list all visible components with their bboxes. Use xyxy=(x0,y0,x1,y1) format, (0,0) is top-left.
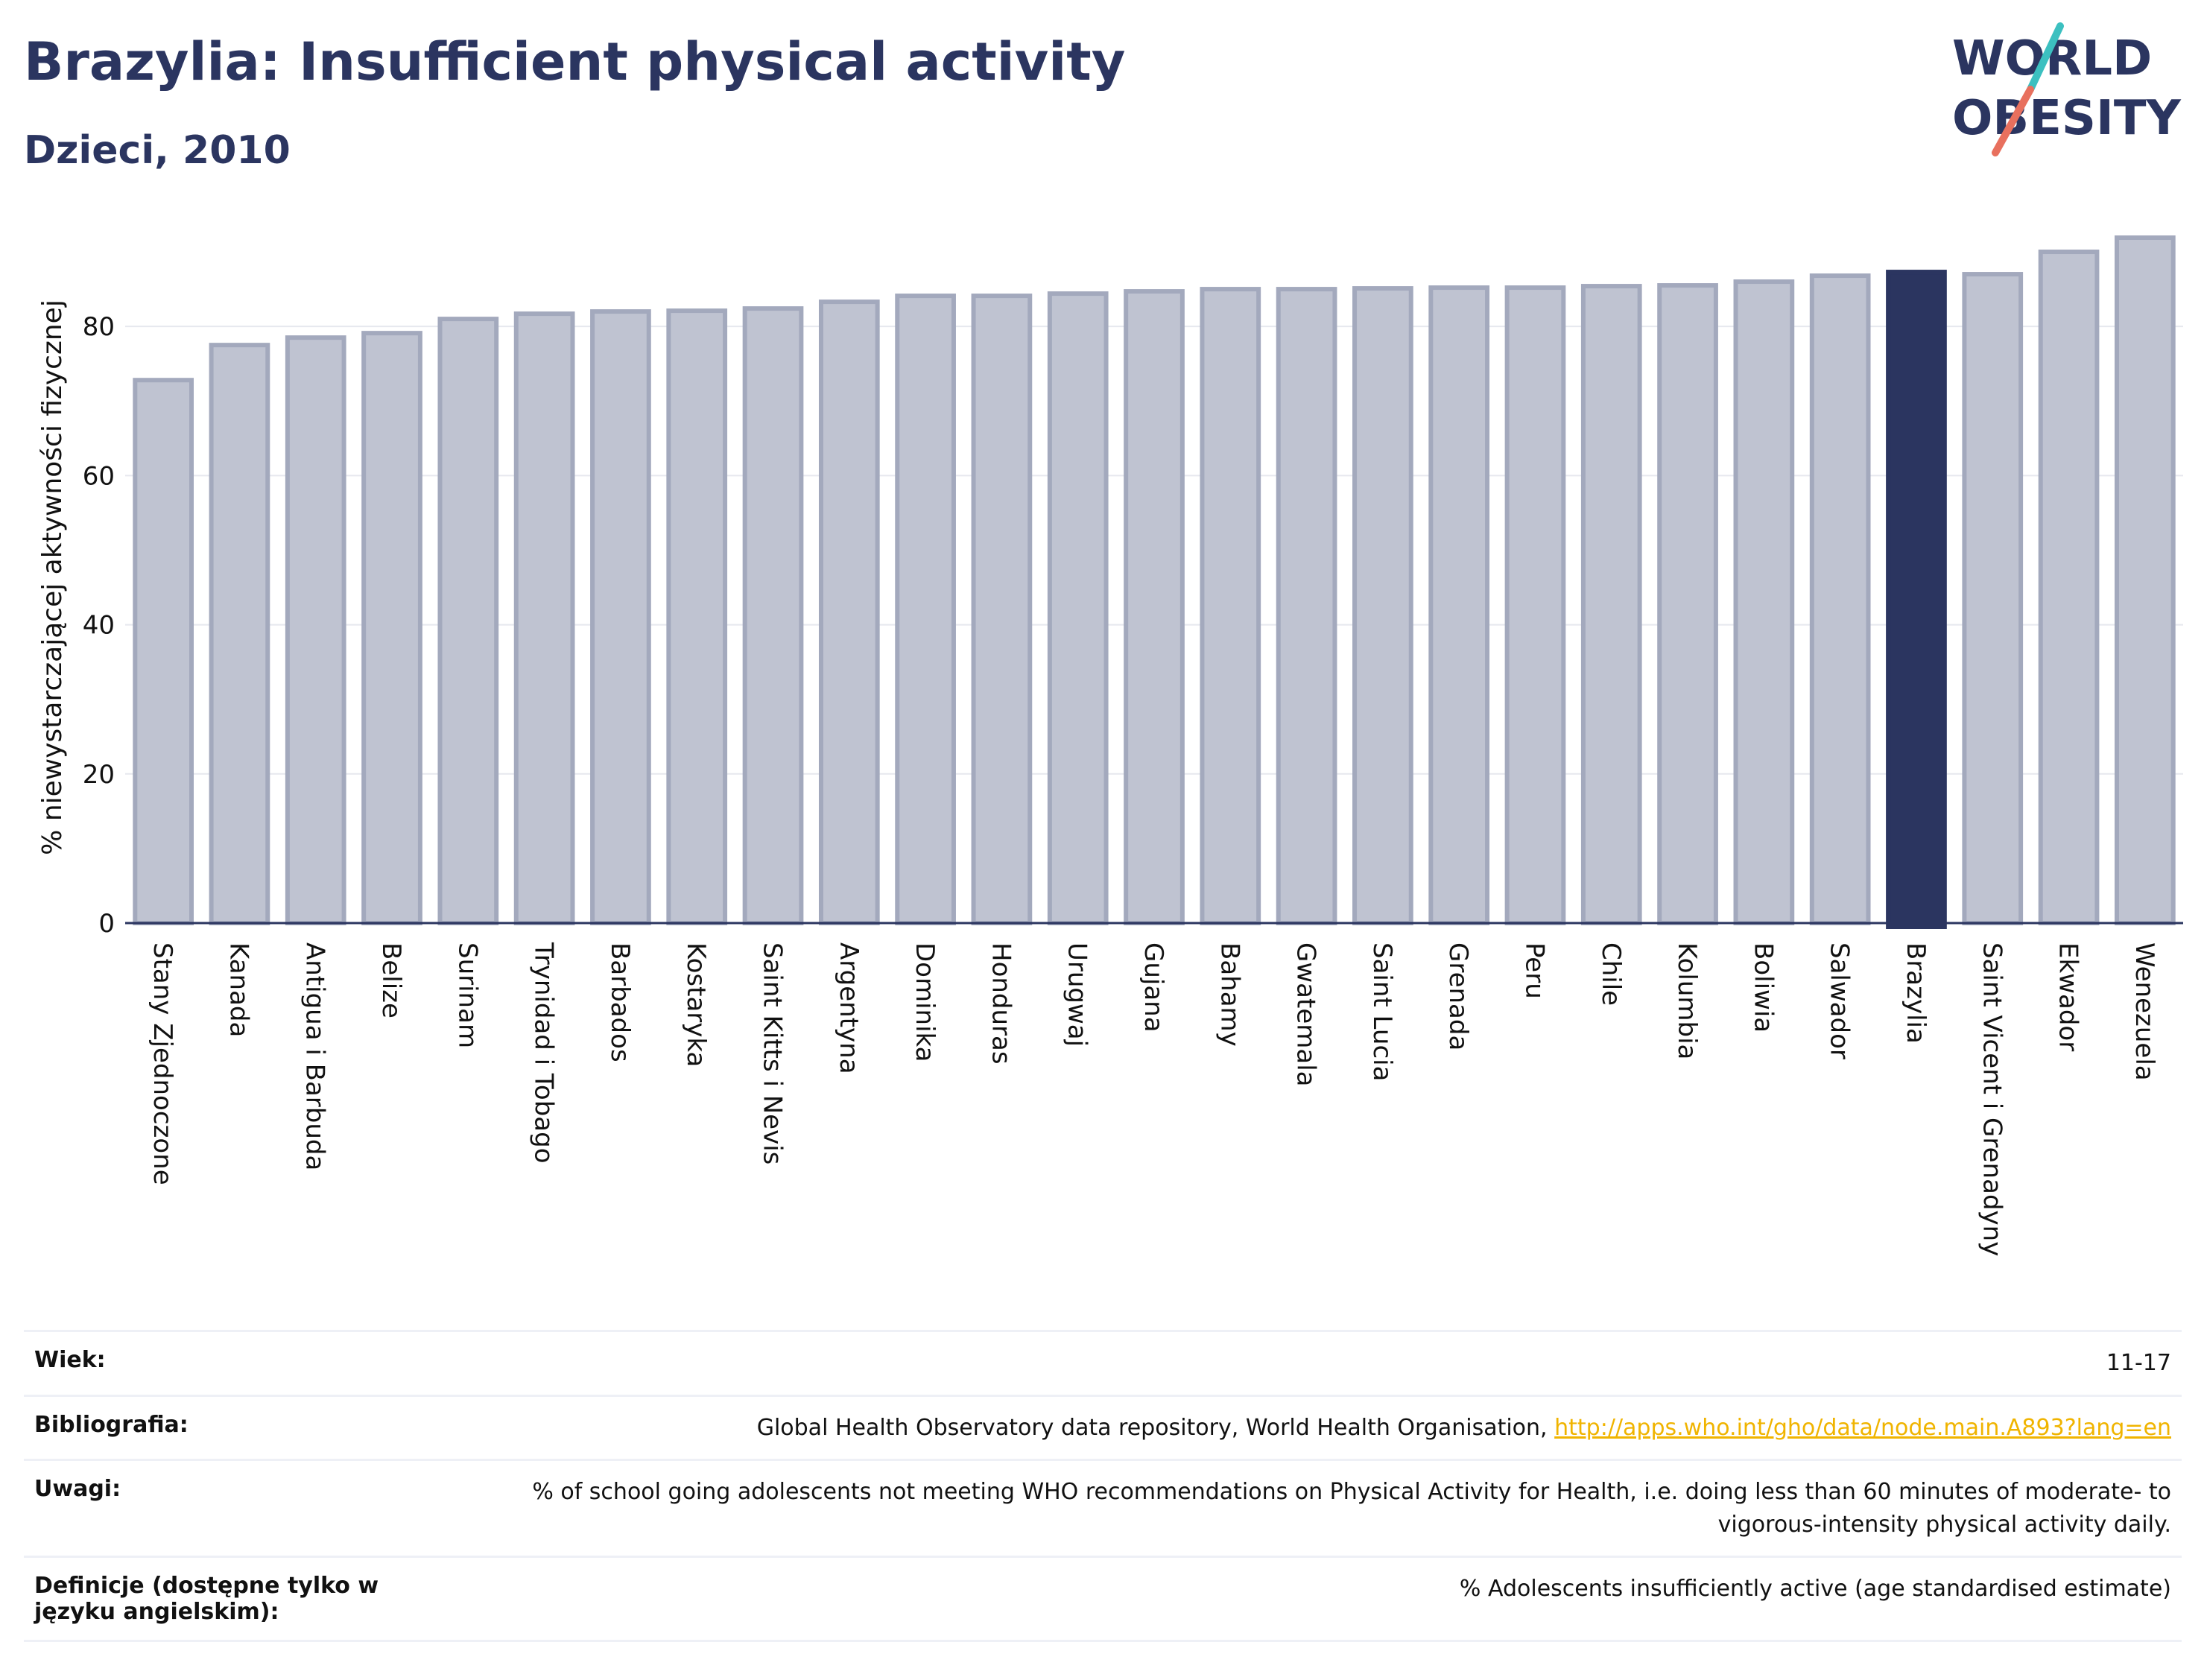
x-tick-label: Surinam xyxy=(452,942,482,1048)
bar-chile[interactable] xyxy=(1580,284,1642,926)
x-tick-label: Grenada xyxy=(1443,942,1473,1050)
info-row-definitions: Definicje (dostępne tylko w języku angie… xyxy=(24,1556,2182,1642)
logo-text-line2: OBESITY xyxy=(1952,91,2181,146)
x-tick-label: Antigua i Barbuda xyxy=(300,942,330,1170)
x-tick-label: Chile xyxy=(1596,942,1626,1006)
info-row-age: Wiek: 11-17 xyxy=(24,1330,2182,1395)
bar-saint-vicent-i-grenadyny[interactable] xyxy=(1962,272,2024,926)
info-value-bibliography: Global Health Observatory data repositor… xyxy=(462,1394,2182,1460)
bar-urugwaj[interactable] xyxy=(1047,291,1109,926)
x-tick-label: Barbados xyxy=(605,942,635,1062)
bar-brazylia[interactable] xyxy=(1886,270,1947,929)
x-tick-label: Boliwia xyxy=(1748,942,1778,1033)
x-tick-label: Stany Zjednoczone xyxy=(148,942,177,1185)
bar-argentyna[interactable] xyxy=(818,299,880,926)
bar-chart: 0 20 40 60 80 % niewystarczającej aktywności… xyxy=(37,235,2183,1256)
bar-kolumbia[interactable] xyxy=(1657,283,1718,925)
bar-saint-kitts-i-nevis[interactable] xyxy=(742,306,804,925)
bar-ekwador[interactable] xyxy=(2038,250,2100,925)
x-tick-label: Wenezuela xyxy=(2129,942,2159,1081)
x-tick-label: Peru xyxy=(1519,942,1549,999)
x-tick-label: Dominika xyxy=(910,942,940,1062)
logo-slash-coral xyxy=(1992,86,2034,156)
y-axis-ticks: 0 20 40 60 80 xyxy=(83,312,115,939)
logo-slash-teal xyxy=(2027,22,2064,93)
info-label-bibliography: Bibliografia: xyxy=(24,1394,462,1460)
x-tick-label: Saint Vicent i Grenadyny xyxy=(1977,942,2007,1256)
y-tick-label: 20 xyxy=(83,760,115,790)
world-obesity-logo: WORLD OBESITY xyxy=(1952,22,2181,156)
bar-gujana[interactable] xyxy=(1124,289,1185,925)
bar-saint-lucia[interactable] xyxy=(1352,286,1413,925)
bar-grenada[interactable] xyxy=(1428,285,1490,925)
x-tick-label: Saint Kitts i Nevis xyxy=(758,942,788,1164)
bibliography-text: Global Health Observatory data repositor… xyxy=(756,1414,1548,1441)
info-value-age: 11-17 xyxy=(462,1330,2182,1395)
x-tick-label: Trynidad i Tobago xyxy=(529,942,559,1164)
bar-kanada[interactable] xyxy=(209,343,270,926)
bar-dominika[interactable] xyxy=(895,294,956,925)
x-tick-label: Salwador xyxy=(1825,942,1855,1059)
bar-wenezuela[interactable] xyxy=(2115,235,2176,925)
x-axis-ticks: Stany Zjednoczone Kanada Antigua i Barbuda… xyxy=(148,942,2159,1256)
page-title: Brazylia: Insufficient physical activity xyxy=(24,31,1126,92)
page-subtitle: Dzieci, 2010 xyxy=(24,128,291,173)
info-row-notes: Uwagi: % of school going adolescents not… xyxy=(24,1459,2182,1557)
x-tick-label: Argentyna xyxy=(834,942,864,1074)
x-tick-label: Bahamy xyxy=(1215,942,1244,1047)
bar-bahamy[interactable] xyxy=(1200,287,1261,925)
x-tick-label: Kanada xyxy=(224,942,253,1037)
x-tick-label: Saint Lucia xyxy=(1367,942,1397,1081)
bar-trynidad-i-tobago[interactable] xyxy=(513,311,575,926)
bibliography-link[interactable]: http://apps.who.int/gho/data/node.main.A… xyxy=(1554,1414,2171,1441)
x-tick-label: Ekwador xyxy=(2053,942,2083,1051)
bar-antigua-i-barbuda[interactable] xyxy=(285,335,346,925)
bar-salwador[interactable] xyxy=(1809,273,1871,925)
x-tick-label: Brazylia xyxy=(1901,942,1931,1044)
info-table: Wiek: 11-17 Bibliografia: Global Health … xyxy=(24,1330,2182,1642)
info-label-age: Wiek: xyxy=(24,1330,462,1395)
x-tick-label: Gwatemala xyxy=(1291,942,1321,1086)
info-label-notes: Uwagi: xyxy=(24,1459,462,1557)
info-label-definitions: Definicje (dostępne tylko w języku angie… xyxy=(24,1556,462,1642)
bar-honduras[interactable] xyxy=(971,294,1033,925)
y-tick-label: 80 xyxy=(83,312,115,342)
info-value-notes: % of school going adolescents not meetin… xyxy=(462,1459,2182,1557)
bar-stany-zjednoczone[interactable] xyxy=(133,378,194,926)
y-tick-label: 60 xyxy=(83,461,115,491)
y-tick-label: 40 xyxy=(83,611,115,641)
x-tick-label: Honduras xyxy=(986,942,1016,1065)
x-tick-label: Kostaryka xyxy=(681,942,711,1067)
bar-kostaryka[interactable] xyxy=(666,308,728,925)
bar-belize[interactable] xyxy=(361,331,422,926)
bar-barbados[interactable] xyxy=(590,309,651,925)
info-row-bibliography: Bibliografia: Global Health Observatory … xyxy=(24,1394,2182,1460)
x-tick-label: Kolumbia xyxy=(1672,942,1702,1059)
x-tick-label: Gujana xyxy=(1139,942,1168,1033)
x-tick-label: Belize xyxy=(376,942,406,1018)
bar-boliwia[interactable] xyxy=(1733,279,1795,925)
bar-surinam[interactable] xyxy=(437,317,499,925)
bars xyxy=(133,235,2176,929)
bar-peru[interactable] xyxy=(1504,285,1566,925)
info-value-definitions: % Adolescents insufficiently active (age… xyxy=(462,1556,2182,1642)
bar-gwatemala[interactable] xyxy=(1276,287,1337,925)
x-tick-label: Urugwaj xyxy=(1063,942,1092,1047)
y-axis-label: % niewystarczającej aktywności fizycznej xyxy=(37,299,68,855)
y-tick-label: 0 xyxy=(98,909,115,939)
